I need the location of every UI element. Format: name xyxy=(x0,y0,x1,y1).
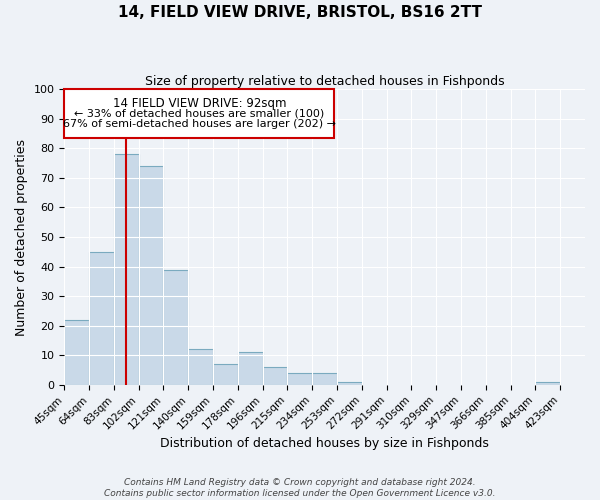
Bar xyxy=(312,373,337,385)
Text: Contains HM Land Registry data © Crown copyright and database right 2024.
Contai: Contains HM Land Registry data © Crown c… xyxy=(104,478,496,498)
Text: ← 33% of detached houses are smaller (100): ← 33% of detached houses are smaller (10… xyxy=(74,108,325,118)
Bar xyxy=(114,154,139,385)
Bar xyxy=(287,373,312,385)
Bar xyxy=(337,382,362,385)
Text: 67% of semi-detached houses are larger (202) →: 67% of semi-detached houses are larger (… xyxy=(63,118,336,128)
Text: 14, FIELD VIEW DRIVE, BRISTOL, BS16 2TT: 14, FIELD VIEW DRIVE, BRISTOL, BS16 2TT xyxy=(118,5,482,20)
Bar xyxy=(238,352,263,385)
Bar xyxy=(64,320,89,385)
Bar xyxy=(163,270,188,385)
Bar xyxy=(139,166,163,385)
Bar xyxy=(213,364,238,385)
Bar xyxy=(89,252,114,385)
FancyBboxPatch shape xyxy=(64,89,334,138)
Text: 14 FIELD VIEW DRIVE: 92sqm: 14 FIELD VIEW DRIVE: 92sqm xyxy=(113,96,286,110)
Bar xyxy=(188,350,213,385)
Y-axis label: Number of detached properties: Number of detached properties xyxy=(15,138,28,336)
Title: Size of property relative to detached houses in Fishponds: Size of property relative to detached ho… xyxy=(145,75,505,88)
Bar xyxy=(263,367,287,385)
Bar xyxy=(535,382,560,385)
X-axis label: Distribution of detached houses by size in Fishponds: Distribution of detached houses by size … xyxy=(160,437,489,450)
